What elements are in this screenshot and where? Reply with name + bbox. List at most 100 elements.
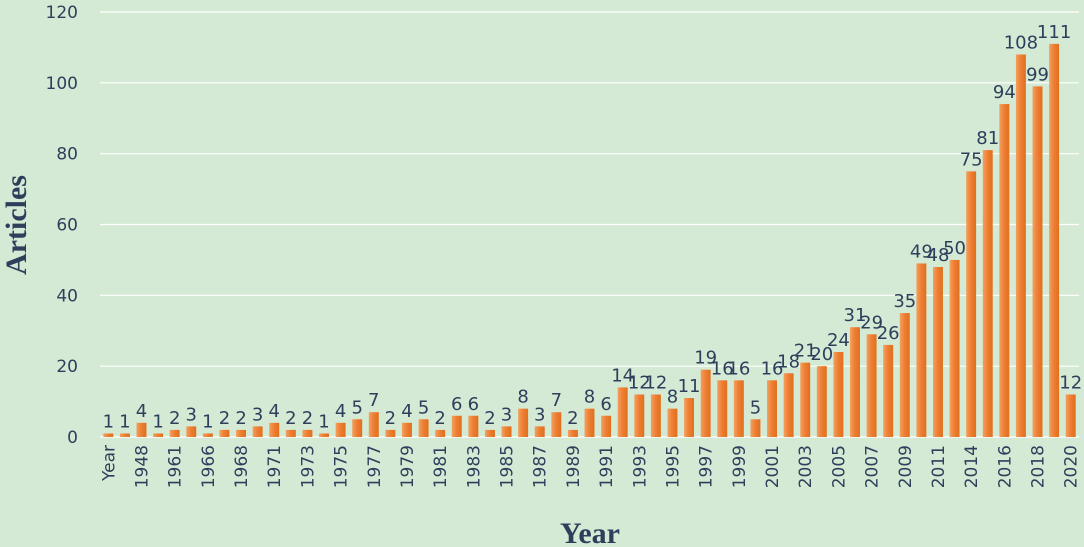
value-label: 19 (694, 348, 717, 369)
value-label: 4 (401, 401, 412, 422)
bar (119, 433, 130, 437)
x-tick-label: 1993 (630, 445, 650, 488)
value-label: 1 (202, 411, 213, 432)
value-label: 18 (777, 351, 800, 372)
x-tick-label: 1973 (298, 445, 318, 488)
bar (733, 380, 744, 437)
bar (1032, 86, 1043, 437)
x-tick-label: 2011 (929, 445, 949, 488)
x-tick-label: 1977 (365, 445, 385, 488)
value-label: 3 (534, 404, 545, 425)
y-tick-label: 100 (46, 74, 78, 94)
bar (717, 380, 728, 437)
bar (949, 259, 960, 437)
bar (319, 433, 329, 437)
bar (684, 398, 695, 437)
value-label: 5 (418, 397, 429, 418)
value-label: 2 (169, 408, 180, 429)
value-label: 2 (285, 408, 296, 429)
x-tick-label: 1985 (498, 445, 518, 488)
value-label: 35 (893, 291, 916, 312)
bar (501, 426, 512, 437)
bar (252, 426, 263, 437)
x-tick-label: Year (99, 445, 119, 482)
value-label: 6 (468, 394, 479, 415)
value-label: 16 (761, 358, 784, 379)
bar (186, 426, 197, 437)
value-label: 20 (810, 344, 833, 365)
y-axis-title: Articles (0, 175, 33, 275)
bar (285, 429, 296, 437)
x-tick-label: 1983 (464, 445, 484, 488)
y-tick-label: 40 (56, 286, 78, 306)
value-label: 111 (1037, 22, 1071, 43)
x-tick-label: 2020 (1062, 445, 1082, 488)
bar (899, 313, 910, 437)
value-label: 50 (943, 238, 966, 259)
bar (584, 408, 595, 437)
x-tick-label: 1987 (531, 445, 551, 488)
bar (833, 352, 844, 437)
value-label: 8 (517, 387, 528, 408)
value-label: 2 (219, 408, 230, 429)
value-label: 8 (584, 387, 595, 408)
bar (368, 412, 379, 437)
value-label: 5 (750, 397, 761, 418)
x-tick-label: 1971 (265, 445, 285, 488)
value-label: 21 (794, 341, 817, 362)
bar (302, 429, 313, 437)
bar (219, 429, 230, 437)
bar (601, 415, 612, 437)
bar (103, 433, 114, 437)
bar (269, 422, 280, 437)
x-tick-label: 1997 (697, 445, 717, 488)
value-label: 4 (335, 401, 346, 422)
value-label: 24 (827, 330, 850, 351)
y-tick-label: 80 (56, 145, 78, 165)
value-label: 29 (860, 312, 883, 333)
bar (567, 429, 578, 437)
x-tick-label: 1966 (199, 445, 219, 488)
value-label: 1 (119, 411, 130, 432)
bar (800, 362, 811, 437)
x-tick-label: 1948 (132, 445, 152, 488)
bar (999, 104, 1010, 437)
bar (468, 415, 479, 437)
bar (153, 433, 164, 437)
bar (1049, 43, 1060, 437)
value-label: 2 (434, 408, 445, 429)
value-label: 3 (501, 404, 512, 425)
value-label: 81 (976, 128, 999, 149)
bar (451, 415, 462, 437)
value-label: 3 (186, 404, 197, 425)
value-label: 2 (567, 408, 578, 429)
x-tick-label: 2007 (863, 445, 883, 488)
value-label: 7 (368, 390, 379, 411)
value-label: 3 (252, 404, 263, 425)
value-label: 4 (136, 401, 147, 422)
y-tick-label: 0 (67, 428, 78, 448)
x-axis-title: Year (560, 517, 620, 547)
bar (202, 433, 213, 437)
x-tick-label: 2009 (896, 445, 916, 488)
bar (866, 334, 877, 437)
bar (352, 419, 363, 437)
x-tick-label: 2018 (1029, 445, 1049, 488)
x-tick-label: 2003 (796, 445, 816, 488)
bar (667, 408, 678, 437)
bar (1065, 394, 1076, 437)
x-tick-label: 2016 (995, 445, 1015, 488)
bar (650, 394, 661, 437)
bar (916, 263, 927, 437)
value-label: 5 (351, 397, 362, 418)
bar (767, 380, 778, 437)
bar (617, 387, 628, 437)
value-label: 75 (960, 149, 983, 170)
value-label: 16 (711, 358, 734, 379)
bar (700, 369, 711, 437)
bar (783, 373, 794, 437)
value-label: 12 (628, 373, 651, 394)
value-label: 1 (103, 411, 114, 432)
